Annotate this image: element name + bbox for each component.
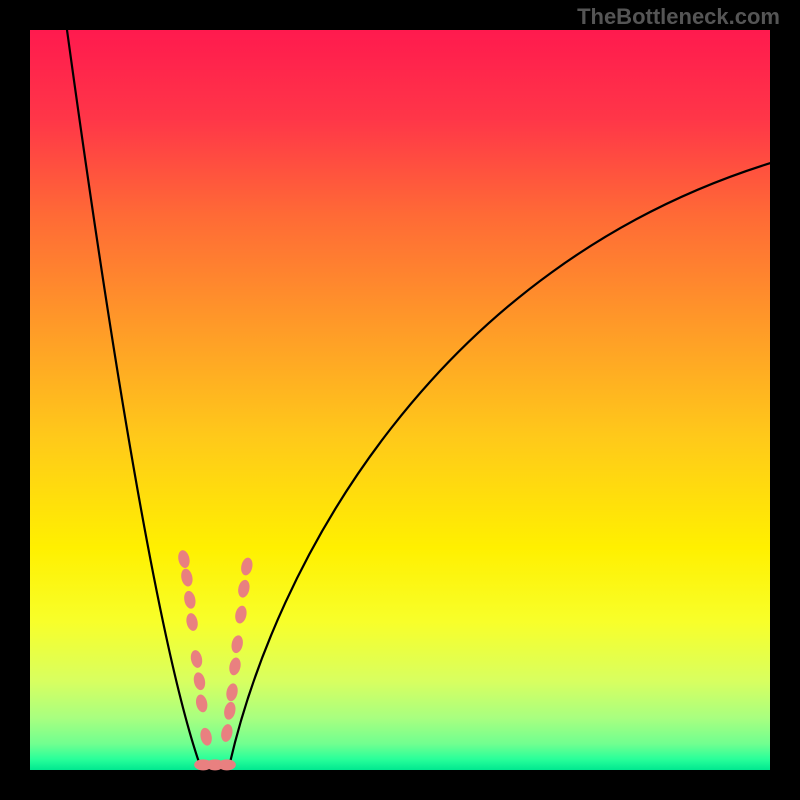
bottleneck-chart <box>0 0 800 800</box>
marker <box>218 759 236 770</box>
chart-container: TheBottleneck.com <box>0 0 800 800</box>
plot-background <box>30 30 770 770</box>
watermark-text: TheBottleneck.com <box>577 4 780 30</box>
